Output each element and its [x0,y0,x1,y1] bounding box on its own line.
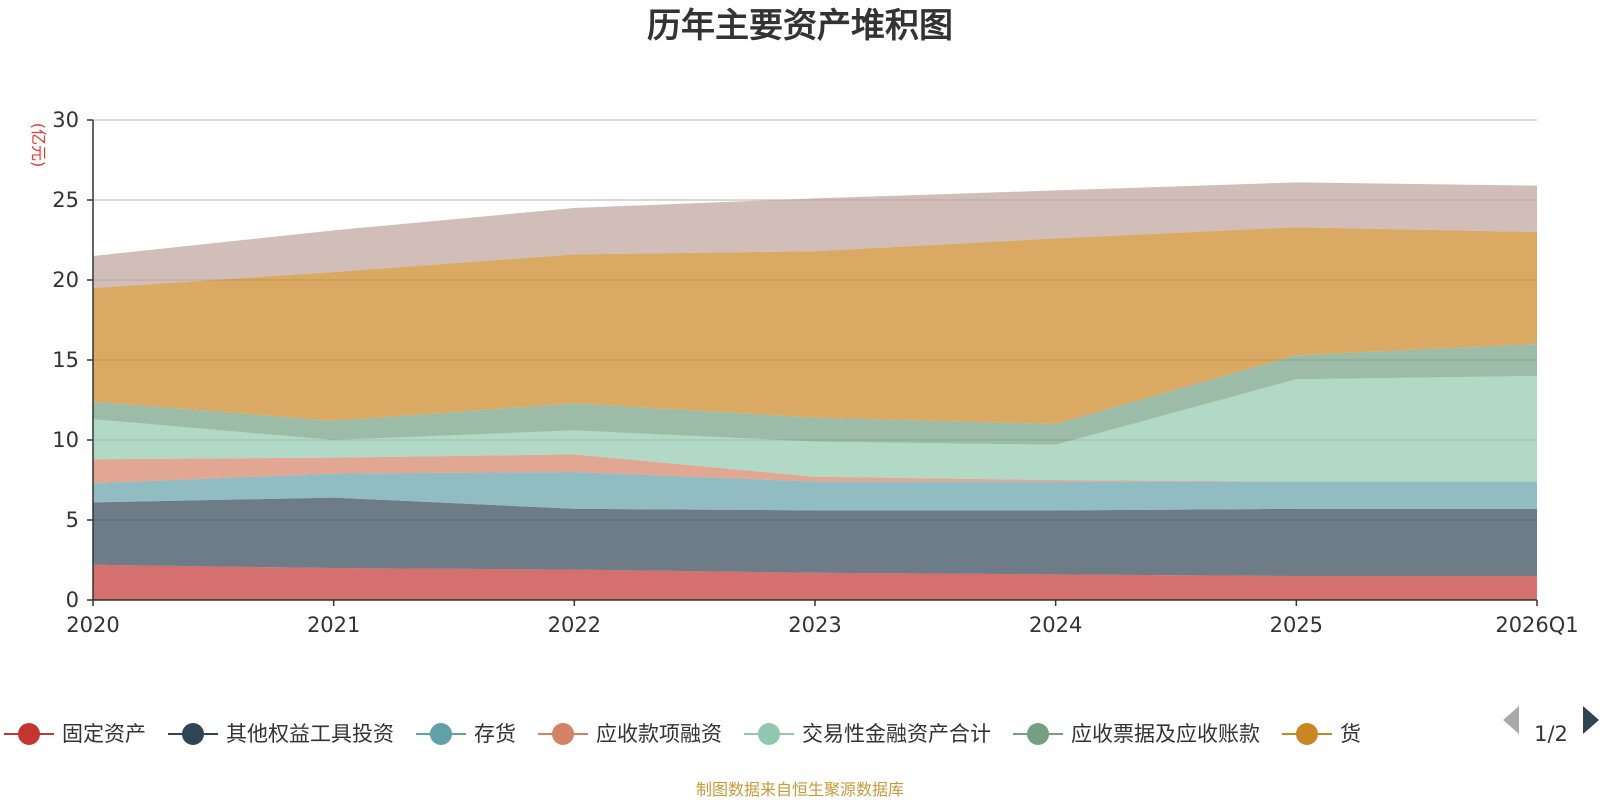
y-tick-label: 30 [52,108,79,132]
area-series-2 [93,497,1537,576]
x-tick-label: 2026Q1 [1495,613,1578,637]
x-tick-label: 2023 [788,613,841,637]
x-tick-label: 2021 [307,613,360,637]
area-series-7 [93,227,1537,424]
area-series-5 [93,376,1537,482]
triangle-left-icon[interactable] [1503,706,1519,734]
legend-label: 应收款项融资 [596,722,722,746]
x-tick-label: 2025 [1270,613,1323,637]
legend-label: 存货 [474,722,516,746]
x-tick-label: 2024 [1029,613,1082,637]
x-tick-label: 2020 [66,613,119,637]
triangle-right-icon[interactable] [1583,706,1599,734]
x-tick-label: 2022 [548,613,601,637]
legend-label: 固定资产 [62,722,146,746]
legend-marker-icon [1027,723,1049,745]
legend-page-indicator: 1/2 [1534,722,1568,746]
area-series-4 [93,454,1537,484]
area-series-1 [93,564,1537,600]
y-axis-unit-label: (亿元) [29,123,48,168]
legend-label: 交易性金融资产合计 [802,722,991,746]
y-tick-label: 5 [66,508,79,532]
legend-label: 应收票据及应收账款 [1071,722,1260,746]
legend-marker-icon [18,723,40,745]
legend: 固定资产 其他权益工具投资 存货 应收款项融资 交易性金融资产合计 应收票据及应收账款 货 [4,722,1361,746]
y-tick-label: 20 [52,268,79,292]
legend-label: 货 [1340,722,1361,746]
legend-item[interactable]: 存货 [416,722,516,746]
area-series [93,182,1537,600]
data-source-note: 制图数据来自恒生聚源数据库 [696,780,904,799]
legend-label: 其他权益工具投资 [226,722,394,746]
area-series-8 [93,182,1537,288]
legend-marker-icon [1296,723,1318,745]
y-tick-label: 25 [52,188,79,212]
y-axis-ticks: 0 5 10 15 20 25 30 [52,108,93,612]
x-axis-ticks: 2020 2021 2022 2023 2024 2025 2026Q1 [66,600,1579,637]
legend-marker-icon [758,723,780,745]
legend-item[interactable]: 应收款项融资 [538,722,722,746]
legend-marker-icon [430,723,452,745]
legend-pager: 1/2 [1503,706,1599,746]
y-tick-label: 10 [52,428,79,452]
legend-item[interactable]: 应收票据及应收账款 [1013,722,1260,746]
legend-item[interactable]: 其他权益工具投资 [168,722,394,746]
legend-item[interactable]: 固定资产 [4,722,146,746]
legend-item[interactable]: 货 [1282,722,1361,746]
area-series-6 [93,344,1537,445]
y-tick-label: 15 [52,348,79,372]
legend-marker-icon [182,723,204,745]
legend-item[interactable]: 交易性金融资产合计 [744,722,991,746]
legend-marker-icon [552,723,574,745]
chart-title: 历年主要资产堆积图 [647,6,953,46]
y-tick-label: 0 [66,588,79,612]
